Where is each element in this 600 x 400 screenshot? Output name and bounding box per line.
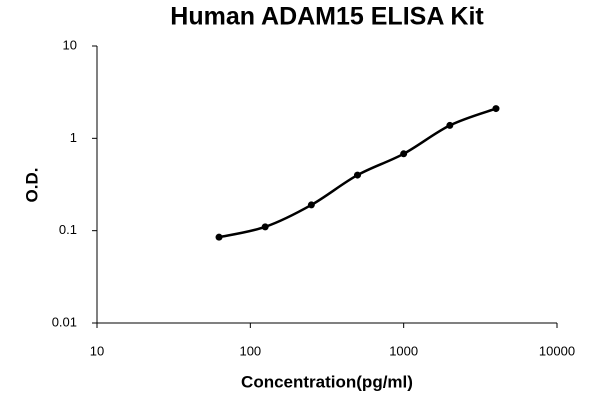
data-point	[215, 233, 223, 241]
x-tick-label: 10000	[539, 343, 575, 358]
chart-title: Human ADAM15 ELISA Kit	[170, 3, 484, 31]
x-axis-label: Concentration(pg/ml)	[241, 372, 413, 391]
y-tick-label: 0.1	[59, 222, 77, 237]
data-point	[400, 150, 408, 158]
y-axis-label: O.D.	[22, 168, 41, 203]
y-tick-label: 1	[70, 130, 77, 145]
x-tick-label: 1000	[389, 343, 418, 358]
x-tick-label: 10	[90, 343, 104, 358]
y-tick-label: 0.01	[52, 314, 77, 329]
data-point	[354, 171, 362, 179]
data-point	[492, 105, 500, 113]
y-tick-label: 10	[63, 37, 77, 52]
x-tick-label: 100	[239, 343, 261, 358]
data-point	[446, 121, 454, 129]
data-point	[307, 201, 315, 209]
data-point	[261, 223, 269, 231]
